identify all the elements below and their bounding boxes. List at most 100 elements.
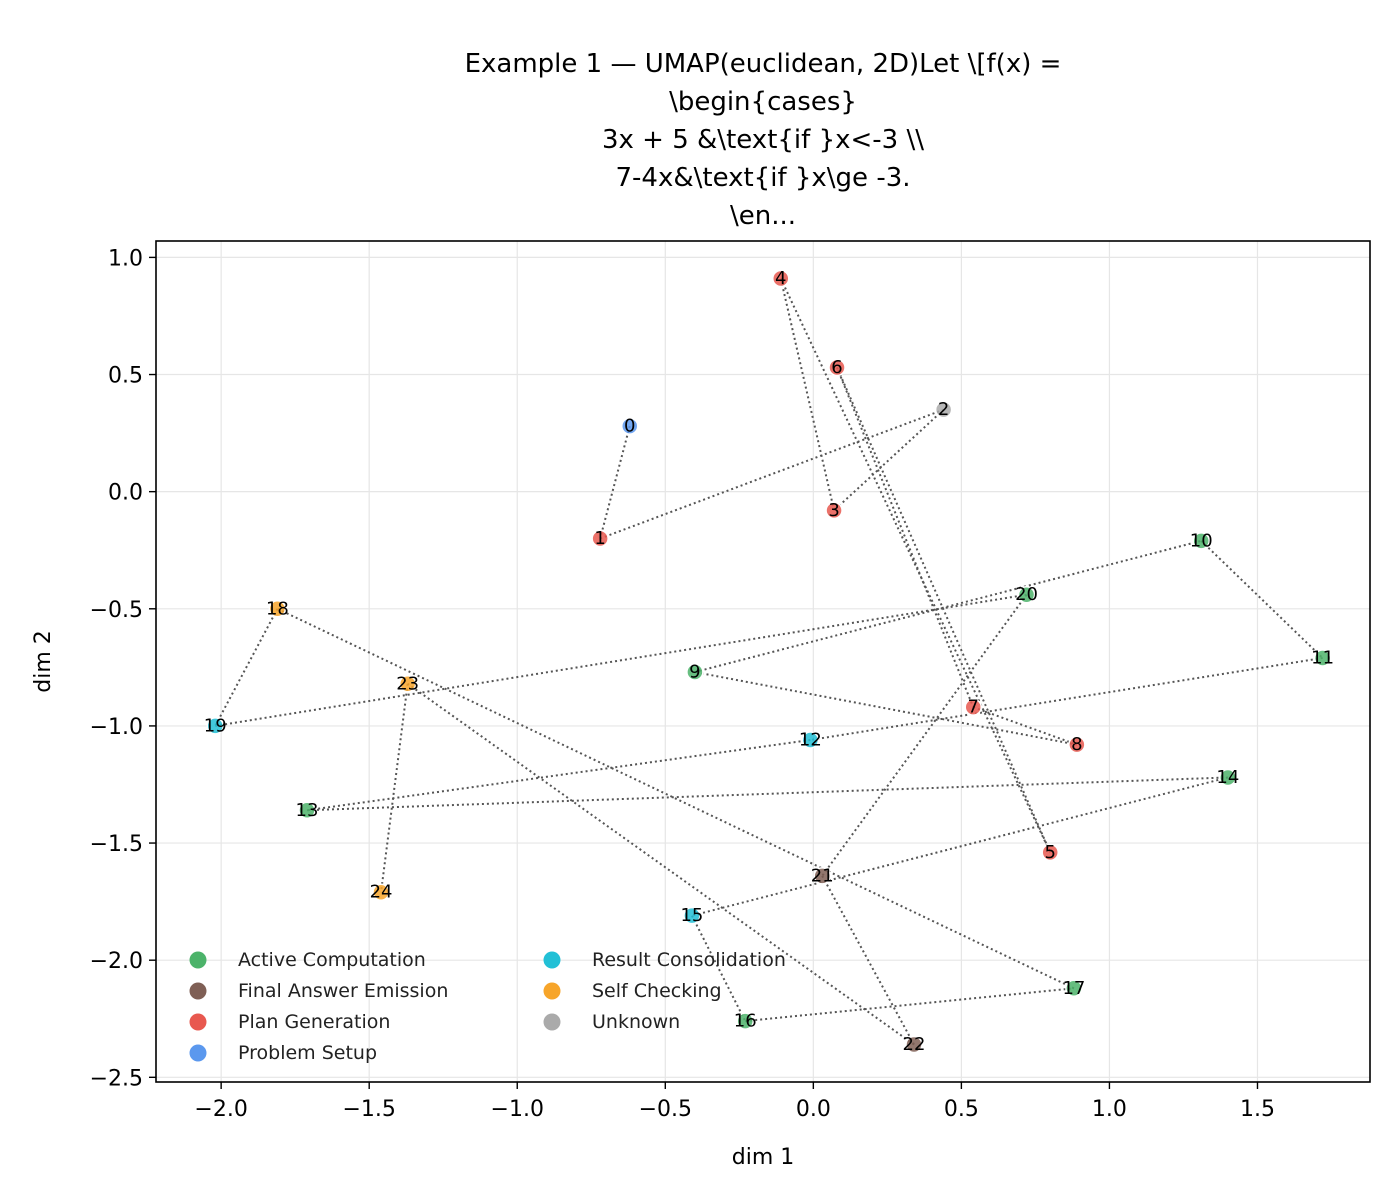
data-point — [268, 600, 287, 618]
point-label: 15 — [680, 905, 703, 926]
y-tick-label: −2.0 — [90, 949, 143, 974]
trajectory-segment — [215, 593, 1027, 727]
trajectory-segment — [694, 539, 1202, 674]
x-tick-label: −0.5 — [639, 1097, 692, 1122]
point-label: 24 — [370, 882, 393, 903]
y-tick-label: 1.0 — [108, 246, 143, 271]
point-label: 23 — [396, 673, 419, 694]
legend-entry-label: Unknown — [592, 1011, 680, 1033]
point-label: 13 — [296, 800, 319, 821]
point-label: 4 — [775, 268, 786, 289]
y-tick-label: −1.0 — [90, 715, 143, 740]
data-point — [1219, 768, 1237, 787]
trajectory-segment — [833, 408, 945, 512]
point-label: 20 — [1015, 584, 1038, 605]
trajectory-segment — [599, 408, 944, 540]
data-point — [1041, 843, 1059, 862]
data-point — [772, 269, 790, 288]
y-tick-label: −2.5 — [90, 1066, 143, 1091]
trajectory-segment — [306, 738, 811, 812]
point-label: 17 — [1062, 978, 1085, 999]
trajectory-segment — [779, 278, 836, 511]
data-point — [298, 801, 316, 820]
trajectory-segment — [836, 367, 975, 708]
point-label: 0 — [624, 416, 635, 437]
legend: Active Computation Final Answer Emission P… — [189, 949, 786, 1064]
point-label: 5 — [1044, 842, 1055, 863]
grid — [156, 241, 1370, 1082]
point-label: 16 — [734, 1011, 757, 1032]
data-point — [905, 1035, 923, 1054]
point-label: 18 — [266, 598, 289, 619]
legend-entry-label: Self Checking — [592, 980, 722, 1002]
trajectory-segment — [810, 656, 1323, 741]
data-point — [1313, 649, 1332, 667]
trajectory-segment — [821, 875, 915, 1045]
point-label: 19 — [204, 715, 227, 736]
chart-title: Example 1 — UMAP(euclidean, 2D)Let \[f(x… — [465, 49, 1062, 231]
y-tick-label: −1.5 — [90, 832, 143, 857]
legend-marker — [543, 951, 561, 969]
y-tick-label: 0.0 — [108, 481, 143, 506]
y-axis-label: dim 2 — [31, 630, 56, 693]
data-point — [206, 717, 224, 735]
data-point — [825, 501, 843, 520]
chart-title-line: 3x + 5 &\text{if }x<-3 \\ — [602, 125, 924, 155]
point-label: 21 — [811, 865, 834, 886]
x-tick-label: 0.0 — [796, 1097, 831, 1122]
legend-marker — [189, 951, 207, 969]
data-point — [813, 867, 831, 885]
data-point — [621, 417, 639, 435]
y-tick-label: −0.5 — [90, 598, 143, 623]
data-point — [1017, 585, 1036, 604]
trajectory-segment — [214, 608, 279, 727]
x-axis-label: dim 1 — [732, 1145, 795, 1170]
legend-marker — [189, 1044, 207, 1062]
point-label: 22 — [903, 1034, 926, 1055]
legend-marker — [543, 982, 561, 1000]
legend-entry-label: Problem Setup — [238, 1042, 377, 1064]
data-point — [964, 698, 982, 716]
data-point — [1192, 532, 1210, 550]
legend-marker — [543, 1013, 561, 1031]
data-point — [1068, 735, 1086, 754]
data-point — [1065, 979, 1083, 998]
trajectory-segment — [380, 683, 409, 893]
legend-marker — [189, 1013, 207, 1031]
trajectory-segment — [821, 594, 1028, 877]
point-label: 8 — [1071, 734, 1082, 755]
trajectory-segment — [745, 987, 1075, 1023]
chart-title-line: \en... — [730, 201, 796, 231]
y-tick-label: 0.5 — [108, 364, 143, 389]
x-tick-label: −2.0 — [194, 1097, 247, 1122]
point-label: 12 — [799, 729, 822, 750]
x-tick-label: 1.5 — [1240, 1097, 1275, 1122]
data-point — [934, 400, 953, 419]
chart-title-line: \begin{cases} — [669, 87, 857, 117]
plot-area-frame — [155, 240, 1371, 1083]
data-point — [686, 663, 704, 681]
trajectory-segment — [694, 671, 1078, 746]
data-points — [206, 269, 1332, 1054]
trajectory-segment — [836, 367, 1052, 853]
point-label: 2 — [938, 399, 949, 420]
legend-entry-label: Result Consolidation — [592, 949, 786, 971]
chart-title-line: 7-4x&\text{if }x\ge -3. — [615, 163, 910, 193]
data-point — [683, 906, 701, 925]
trajectory-segment — [779, 278, 1052, 853]
data-point — [828, 358, 846, 377]
y-axis-ticks: 1.0 0.5 0.0 −0.5 −1.0 −1.5 −2.0 −2.5 — [90, 246, 156, 1091]
trajectory-lines — [214, 278, 1324, 1046]
trajectory-segment — [599, 425, 631, 539]
trajectory-segment — [1200, 540, 1324, 659]
legend-marker — [189, 982, 207, 1000]
x-tick-label: 0.5 — [944, 1097, 979, 1122]
chart-title-line: Example 1 — UMAP(euclidean, 2D)Let \[f(x… — [465, 49, 1062, 79]
point-label: 3 — [828, 500, 839, 521]
data-point — [801, 731, 820, 749]
point-label: 1 — [594, 528, 605, 549]
point-label: 7 — [968, 697, 979, 718]
legend-entry-label: Plan Generation — [238, 1011, 390, 1033]
point-label: 10 — [1190, 530, 1213, 551]
